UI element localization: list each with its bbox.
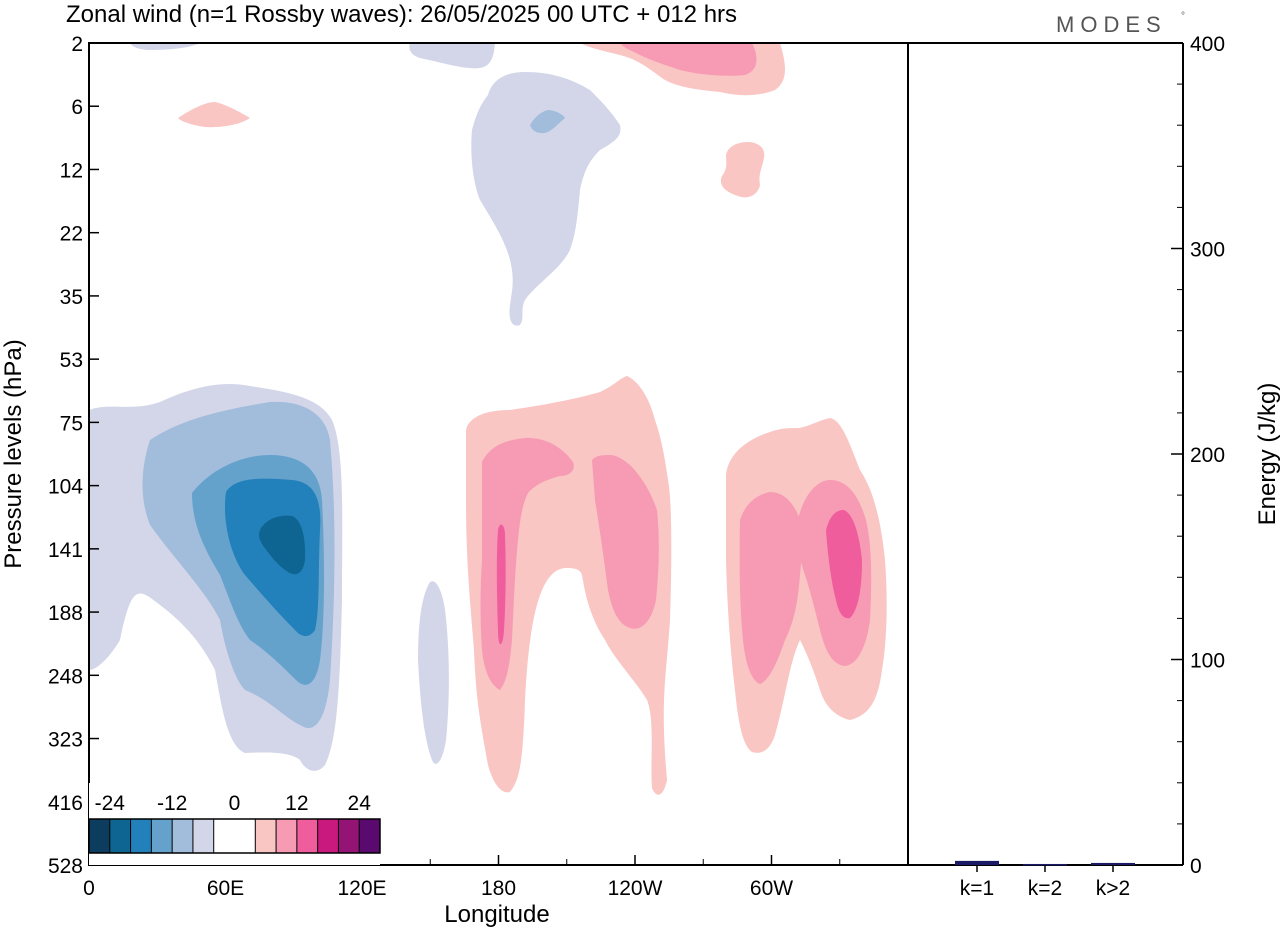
colorbar-swatch <box>172 819 194 853</box>
y-tick-label: 75 <box>60 412 83 435</box>
colorbar-swatch <box>89 819 111 853</box>
x-tick-label: 180 <box>481 877 516 900</box>
y-tick-label: 6 <box>71 96 83 119</box>
contour-neg-top-center <box>409 43 495 69</box>
contour-neg-upper <box>471 72 621 326</box>
energy-category-label: k=2 <box>1028 877 1062 900</box>
colorbar-label: -24 <box>95 792 126 815</box>
contour-pos-center-level2b <box>592 455 659 629</box>
colorbar: -24 -12 0 12 24 <box>88 783 381 865</box>
colorbar-swatch <box>130 819 152 853</box>
y-tick-label: 35 <box>60 286 83 309</box>
x-tick-label: 120E <box>337 877 386 900</box>
contour-fills <box>89 43 887 865</box>
y-tick-label: 2 <box>71 33 83 56</box>
energy-tick-label: 300 <box>1190 239 1225 262</box>
energy-tick-label: 0 <box>1190 855 1202 878</box>
energy-axis-title: Energy (J/kg) <box>1254 383 1280 526</box>
contour-pos-center-level3 <box>496 524 506 645</box>
energy-category-label: k>2 <box>1096 877 1130 900</box>
y-tick-label: 528 <box>48 855 83 878</box>
brand-logo: MODES ° <box>1056 11 1185 37</box>
energy-axis: 0 100 200 300 400 <box>1171 33 1225 878</box>
x-tick-label: 0 <box>83 877 95 900</box>
contour-pos-small-right <box>720 142 765 198</box>
colorbar-swatch <box>109 819 131 853</box>
contour-pos-right-level3 <box>826 510 862 619</box>
y-tick-label: 416 <box>48 792 83 815</box>
longitude-axis: 0 60E 120E 180 120W 60W <box>83 855 841 900</box>
energy-tick-label: 200 <box>1190 444 1225 467</box>
colorbar-label: 24 <box>348 792 372 815</box>
contour-pos-top-core <box>620 43 757 76</box>
y-axis-title: Pressure levels (hPa) <box>0 339 27 568</box>
y-tick-label: 248 <box>48 665 83 688</box>
x-tick-label: 60W <box>750 877 793 900</box>
contour-neg-slim <box>418 581 449 764</box>
energy-bars: k=1 k=2 k>2 <box>955 860 1135 900</box>
colorbar-label: -12 <box>157 792 187 815</box>
colorbar-swatch <box>359 819 381 853</box>
y-tick-label: 53 <box>60 349 83 372</box>
chart-title: Zonal wind (n=1 Rossby waves): 26/05/202… <box>66 1 737 28</box>
brand-mark: ° <box>1181 11 1185 22</box>
contour-neg-upper-core <box>530 110 565 134</box>
y-tick-label: 22 <box>60 223 83 246</box>
colorbar-frame <box>88 818 381 854</box>
energy-bar-chart: 0 100 200 300 400 k=1 k=2 k>2 <box>908 33 1225 900</box>
x-tick-label: 60E <box>207 877 244 900</box>
y-tick-label: 104 <box>48 476 83 499</box>
x-axis-title: Longitude <box>444 901 549 928</box>
x-tick-label: 120W <box>608 877 663 900</box>
contour-pos-small-left <box>178 102 250 128</box>
energy-bar <box>955 860 999 865</box>
colorbar-swatch <box>255 819 277 853</box>
pressure-axis: 2 6 12 22 35 53 75 104 141 188 248 323 416 528 <box>48 33 99 878</box>
y-tick-label: 323 <box>48 729 83 752</box>
colorbar-label: 12 <box>285 792 308 815</box>
colorbar-swatch <box>338 819 360 853</box>
brand-text: MODES <box>1056 12 1167 37</box>
y-tick-label: 188 <box>48 602 83 625</box>
heatmap-plot: 2 6 12 22 35 53 75 104 141 188 248 323 416 528 0 60E 12… <box>48 33 909 900</box>
energy-tick-label: 100 <box>1190 650 1225 673</box>
colorbar-swatch <box>192 819 215 853</box>
colorbar-label: 0 <box>229 792 241 815</box>
contour-neg-level5 <box>259 515 306 575</box>
energy-bar <box>1023 863 1067 866</box>
colorbar-swatch <box>317 819 339 853</box>
energy-bar <box>1091 862 1135 865</box>
y-tick-label: 141 <box>48 539 83 562</box>
colorbar-swatch <box>213 819 235 853</box>
contour-neg-top-left <box>130 43 200 50</box>
colorbar-swatch <box>151 819 173 853</box>
colorbar-swatch <box>296 819 318 853</box>
contour-pos-right-level2a <box>739 492 802 684</box>
energy-tick-label: 400 <box>1190 33 1225 56</box>
energy-category-label: k=1 <box>960 877 994 900</box>
colorbar-swatch <box>234 819 256 853</box>
y-tick-label: 12 <box>60 159 83 182</box>
colorbar-swatch <box>276 819 298 853</box>
